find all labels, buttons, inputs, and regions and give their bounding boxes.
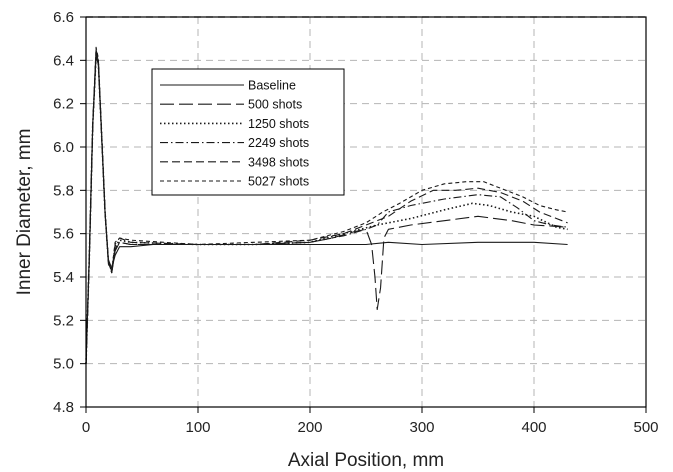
legend-label: 500 shots [248,98,302,112]
y-tick-label: 5.2 [53,312,74,329]
y-tick-label: 6.6 [53,9,74,26]
x-tick-label: 200 [297,419,322,436]
y-tick-label: 6.0 [53,139,74,156]
legend-box [151,68,345,196]
legend-label: Baseline [248,79,296,93]
plot-frame [85,16,647,408]
axis-ticks [80,16,647,413]
y-tick-label: 5.0 [53,356,74,373]
series-line [85,46,568,364]
x-axis-title: Axial Position, mm [288,450,444,471]
x-tick-label: 300 [409,419,434,436]
legend-label: 3498 shots [248,155,309,169]
x-tick-label: 400 [521,419,546,436]
y-tick-label: 5.4 [53,269,74,286]
legend: Baseline 500 shots 1250 shots 2249 shots 349… [151,68,345,196]
y-tick-label: 6.4 [53,52,74,69]
x-tick-label: 100 [185,419,210,436]
series-line [85,55,568,364]
y-tick-label: 4.8 [53,399,74,416]
legend-label: 5027 shots [248,175,309,189]
tick-labels: 0 100 200 300 400 500 4.8 5.0 5.2 5.4 5.6 5.8 6.0 6.2… [53,9,658,436]
y-axis-title: Inner Diameter, mm [14,129,35,296]
legend-label: 1250 shots [248,117,309,131]
legend-label: 2249 shots [248,136,309,150]
y-tick-label: 6.2 [53,96,74,113]
x-tick-label: 500 [633,419,658,436]
series-line [85,53,568,364]
x-tick-label: 0 [82,419,90,436]
y-tick-label: 5.8 [53,182,74,199]
y-tick-label: 5.6 [53,226,74,243]
series-lines [85,46,568,364]
